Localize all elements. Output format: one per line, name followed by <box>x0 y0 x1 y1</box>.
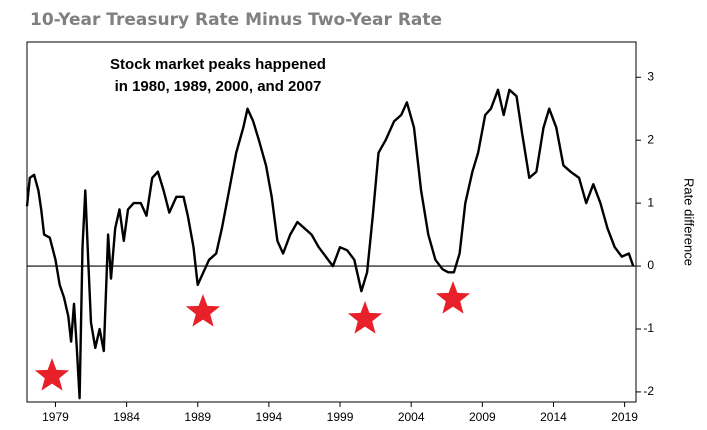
star <box>185 294 221 327</box>
x-tick-label: 1979 <box>42 410 69 424</box>
annotation: Stock market peaks happened <box>110 56 326 73</box>
x-tick-label: 1994 <box>256 410 283 424</box>
star <box>347 301 383 334</box>
y-tick-label: -1 <box>643 321 654 335</box>
chart-title: 10-Year Treasury Rate Minus Two-Year Rat… <box>30 10 442 30</box>
y-tick-label: -2 <box>643 384 654 398</box>
star <box>435 281 471 314</box>
x-tick-label: 1999 <box>327 410 354 424</box>
x-tick-label: 2004 <box>398 410 425 424</box>
y-tick-label: 2 <box>647 132 654 146</box>
star <box>34 358 70 391</box>
y-tick-label: 3 <box>647 69 654 83</box>
x-tick-label: 1989 <box>184 410 211 424</box>
y-tick-label: 1 <box>647 195 654 209</box>
line <box>25 88 635 400</box>
plot-frame <box>26 41 637 403</box>
x-tick-label: 2019 <box>611 410 638 424</box>
x-tick-label: 2009 <box>469 410 496 424</box>
y-tick-label: 0 <box>647 258 654 272</box>
annotation: in 1980, 1989, 2000, and 2007 <box>115 78 322 95</box>
x-tick-label: 2014 <box>540 410 567 424</box>
y-axis-label: Rate difference <box>682 178 697 266</box>
x-tick-label: 1984 <box>113 410 140 424</box>
